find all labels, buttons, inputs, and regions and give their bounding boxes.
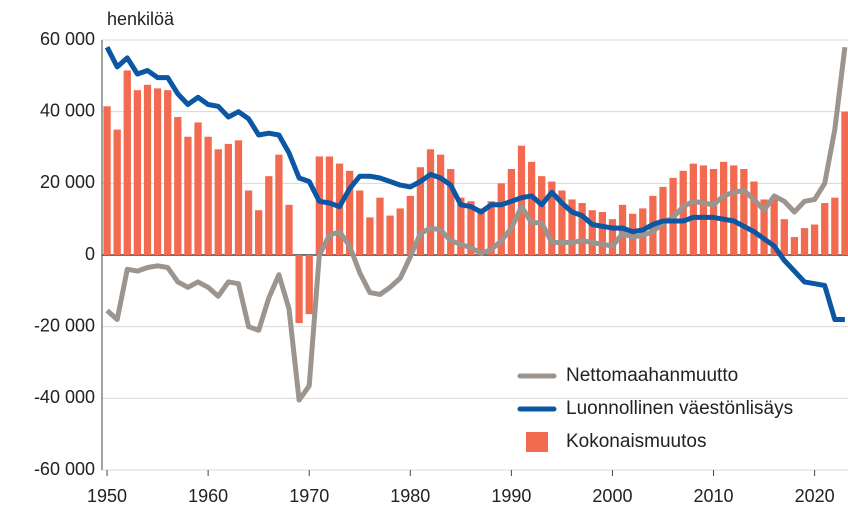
- bar: [386, 215, 394, 255]
- x-tick-label: 2000: [592, 486, 632, 506]
- bar: [487, 201, 495, 255]
- bar: [608, 219, 617, 255]
- bar: [153, 88, 162, 255]
- bar: [184, 136, 192, 255]
- bar: [558, 190, 566, 255]
- x-tick-label: 1950: [87, 486, 127, 506]
- bar: [376, 197, 384, 255]
- x-tick-label: 1970: [289, 486, 329, 506]
- bar: [790, 237, 799, 255]
- bar: [800, 228, 809, 255]
- bar: [679, 170, 687, 255]
- bar: [507, 169, 516, 255]
- bar: [598, 212, 606, 255]
- bar: [305, 255, 313, 315]
- bar: [436, 154, 445, 255]
- bar: [194, 122, 202, 256]
- bar: [467, 201, 475, 255]
- bar: [588, 210, 596, 255]
- bar: [265, 176, 273, 255]
- bar: [699, 165, 708, 255]
- bar: [730, 165, 738, 255]
- bar: [234, 140, 243, 255]
- bar: [760, 199, 768, 255]
- bar: [164, 90, 172, 256]
- bar: [538, 176, 546, 255]
- bar: [315, 156, 323, 255]
- bar: [750, 181, 758, 255]
- bar: [780, 219, 788, 255]
- bar: [103, 106, 111, 256]
- bar: [123, 70, 131, 255]
- x-tick-label: 1980: [390, 486, 430, 506]
- bar: [568, 199, 576, 255]
- bar: [578, 203, 586, 255]
- bar: [821, 203, 829, 255]
- bar: [841, 111, 848, 256]
- y-tick-label: 0: [85, 244, 95, 264]
- legend-label: Luonnollinen väestönlisäys: [566, 398, 793, 419]
- bar: [457, 197, 465, 255]
- bar: [629, 213, 637, 255]
- bar: [346, 170, 354, 255]
- bar: [295, 255, 303, 324]
- y-tick-label: 40 000: [40, 100, 95, 120]
- bar: [477, 208, 485, 255]
- bar: [113, 129, 121, 255]
- y-tick-label: -60 000: [34, 459, 95, 479]
- x-tick-label: 1990: [491, 486, 531, 506]
- bar: [548, 181, 556, 255]
- line: [105, 46, 848, 403]
- bar: [275, 154, 283, 255]
- bar: [143, 84, 152, 256]
- bar: [497, 183, 505, 255]
- bar: [396, 208, 404, 255]
- y-axis-label: henkilöä: [107, 9, 175, 29]
- bar: [244, 190, 253, 255]
- bar: [426, 149, 435, 255]
- legend-label: Kokonaismuutos: [566, 431, 706, 452]
- bar: [720, 161, 728, 255]
- y-tick-label: 20 000: [40, 172, 95, 192]
- bar: [214, 149, 222, 255]
- bar: [255, 210, 263, 255]
- bar: [224, 143, 232, 255]
- bar: [831, 197, 839, 255]
- bar: [325, 156, 334, 255]
- bar: [366, 217, 374, 255]
- x-tick-label: 1960: [188, 486, 228, 506]
- bar: [447, 169, 455, 255]
- bar: [406, 195, 414, 255]
- x-tick-label: 2010: [694, 486, 734, 506]
- bar: [740, 169, 748, 255]
- y-tick-label: -20 000: [34, 315, 95, 335]
- bar: [133, 90, 142, 256]
- bar: [204, 136, 212, 255]
- y-tick-label: 60 000: [40, 29, 95, 49]
- bar: [416, 167, 425, 255]
- bar: [527, 161, 536, 255]
- bar: [810, 224, 819, 255]
- bar: [335, 163, 344, 255]
- y-tick-label: -40 000: [34, 387, 95, 407]
- bar: [356, 190, 364, 255]
- bar: [770, 197, 778, 255]
- bar: [709, 169, 718, 255]
- bar: [689, 163, 697, 255]
- bar: [174, 117, 182, 256]
- legend-label: Nettomaahanmuutto: [566, 365, 738, 386]
- bar: [285, 204, 293, 255]
- legend-swatch: [526, 432, 548, 452]
- line: [104, 46, 845, 322]
- x-tick-label: 2020: [795, 486, 835, 506]
